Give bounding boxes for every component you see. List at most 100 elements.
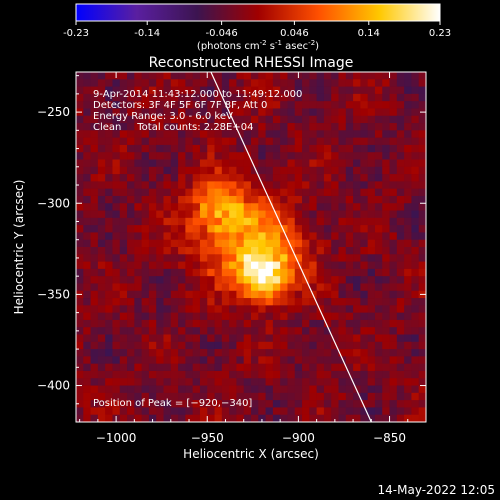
heatmap-cell (360, 378, 369, 386)
heatmap-cell (265, 152, 274, 160)
heatmap-cell (272, 108, 281, 117)
heatmap-cell (148, 349, 157, 357)
heatmap-cell (353, 108, 361, 117)
heatmap-cell (163, 268, 172, 277)
heatmap-cell (141, 283, 150, 292)
heatmap-cell (265, 101, 274, 109)
heatmap-cell (119, 195, 128, 204)
heatmap-cell (83, 203, 91, 211)
heatmap-cell (83, 188, 91, 197)
heatmap-cell (396, 72, 405, 80)
heatmap-cell (353, 166, 361, 175)
heatmap-cell (134, 247, 143, 255)
heatmap-cell (411, 174, 420, 182)
heatmap-cell (127, 254, 135, 262)
heatmap-cell (207, 414, 215, 422)
heatmap-cell (411, 181, 420, 190)
heatmap-cell (323, 195, 332, 204)
heatmap-cell (382, 210, 390, 219)
heatmap-cell (221, 283, 230, 292)
heatmap-cell (76, 254, 84, 262)
heatmap-cell (214, 407, 223, 416)
heatmap-cell (236, 203, 245, 211)
heatmap-cell (374, 72, 383, 80)
heatmap-cell (156, 363, 164, 372)
heatmap-cell (302, 210, 310, 219)
heatmap-cell (119, 210, 128, 219)
heatmap-cell (367, 210, 376, 219)
heatmap-cell (163, 152, 172, 160)
heatmap-cell (302, 407, 310, 416)
heatmap-cell (251, 195, 259, 204)
heatmap-cell (83, 86, 91, 95)
heatmap-cell (163, 276, 172, 284)
heatmap-cell (404, 181, 412, 190)
heatmap-cell (148, 217, 157, 226)
heatmap-cell (243, 356, 252, 365)
heatmap-cell (185, 232, 194, 241)
heatmap-cell (360, 407, 369, 416)
heatmap-cell (112, 305, 121, 314)
heatmap-cell (323, 115, 332, 124)
heatmap-cell (90, 283, 99, 292)
heatmap-cell (251, 188, 259, 197)
heatmap-cell (287, 414, 296, 422)
heatmap-cell (367, 327, 376, 335)
heatmap-cell (163, 159, 172, 168)
heatmap-cell (156, 298, 164, 306)
heatmap-cell (141, 101, 150, 109)
heatmap-cell (83, 144, 91, 153)
heatmap-cell (258, 130, 266, 139)
heatmap-cell (258, 195, 266, 204)
heatmap-cell (97, 414, 106, 422)
heatmap-cell (199, 327, 208, 335)
heatmap-cell (338, 254, 347, 262)
heatmap-cell (367, 247, 376, 255)
heatmap-cell (302, 217, 310, 226)
heatmap-cell (192, 261, 201, 270)
heatmap-cell (236, 319, 245, 328)
heatmap-cell (404, 79, 412, 87)
heatmap-cell (418, 254, 426, 262)
heatmap-cell (170, 298, 179, 306)
heatmap-cell (360, 400, 369, 408)
heatmap-cell (309, 261, 318, 270)
heatmap-cell (309, 349, 318, 357)
heatmap-cell (367, 101, 376, 109)
heatmap-cell (214, 239, 223, 248)
heatmap-cell (105, 370, 113, 379)
heatmap-cell (163, 356, 172, 365)
heatmap-cell (331, 261, 339, 270)
heatmap-cell (353, 370, 361, 379)
heatmap-cell (243, 392, 252, 401)
heatmap-cell (345, 108, 354, 117)
heatmap-cell (229, 283, 237, 292)
heatmap-cell (323, 341, 332, 350)
heatmap-cell (389, 356, 398, 365)
heatmap-cell (258, 356, 266, 365)
heatmap-cell (192, 79, 201, 87)
heatmap-cell (280, 283, 288, 292)
heatmap-cell (258, 385, 266, 394)
heatmap-cell (170, 385, 179, 394)
heatmap-cell (90, 378, 99, 386)
heatmap-cell (141, 341, 150, 350)
heatmap-cell (404, 137, 412, 146)
heatmap-cell (272, 414, 281, 422)
heatmap-cell (353, 130, 361, 139)
heatmap-cell (178, 334, 186, 343)
heatmap-cell (345, 400, 354, 408)
heatmap-cell (389, 276, 398, 284)
heatmap-cell (396, 298, 405, 306)
heatmap-cell (287, 407, 296, 416)
heatmap-cell (382, 159, 390, 168)
heatmap-cell (192, 239, 201, 248)
heatmap-cell (83, 378, 91, 386)
heatmap-cell (119, 225, 128, 233)
heatmap-cell (76, 349, 84, 357)
heatmap-cell (229, 305, 237, 314)
heatmap-cell (229, 188, 237, 197)
heatmap-cell (418, 312, 426, 321)
heatmap-cell (345, 341, 354, 350)
heatmap-cell (367, 312, 376, 321)
